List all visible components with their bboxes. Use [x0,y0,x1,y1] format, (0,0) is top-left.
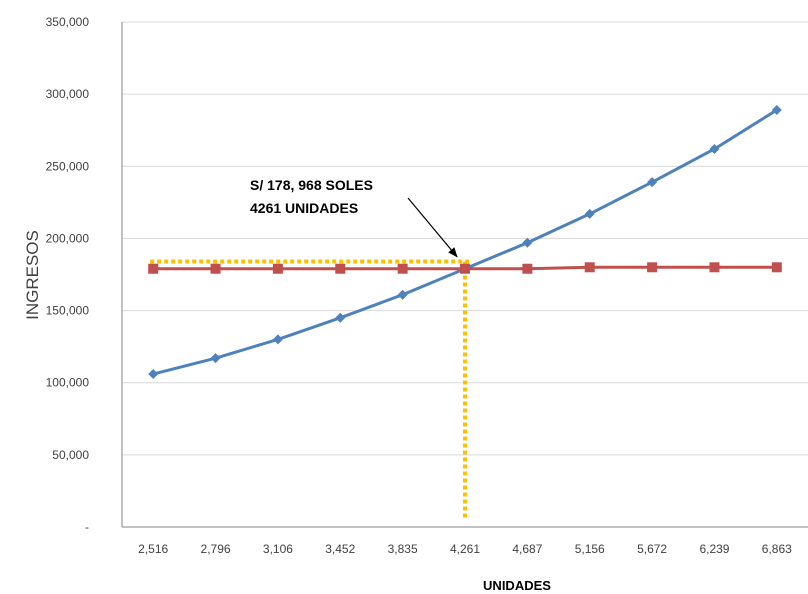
y-tick-label: 350,000 [46,15,90,29]
x-tick-label: 3,835 [388,542,418,556]
series-2-point [460,263,470,274]
series-2-point [210,263,221,274]
series-2-point [647,262,658,273]
series-1-point [522,237,533,248]
series-2-point [584,262,595,273]
series-1-point [709,143,720,154]
x-tick-label: 2,796 [201,542,231,556]
series-2-point [272,263,283,274]
series-2-point [709,262,720,273]
y-tick-label: 50,000 [52,448,89,462]
x-tick-label: 4,261 [450,542,480,556]
series-1-point [210,353,221,364]
x-tick-label: 3,106 [263,542,293,556]
x-axis-title: UNIDADES [483,578,551,593]
series-1-point [272,334,283,345]
series-1-point [335,312,346,323]
axes [121,22,808,528]
y-tick-label: 200,000 [46,231,90,245]
series-2-point [771,262,782,273]
series [148,105,782,380]
annotation-line-1: S/ 178, 968 SOLES [250,177,373,193]
x-tick-label: 5,156 [575,542,605,556]
series-1-point [647,177,658,188]
x-tick-label: 4,687 [512,542,542,556]
series-1-point [148,369,159,380]
annotation-line-2: 4261 UNIDADES [250,200,358,216]
series-1-point [771,105,782,116]
y-tick-label: 150,000 [46,304,90,318]
y-tick-label: 300,000 [46,87,90,101]
y-tick-label: 100,000 [46,376,90,390]
series-1-point [397,289,408,300]
annotation-arrow [407,197,458,258]
x-tick-label: 6,239 [699,542,729,556]
series-2-point [148,263,159,274]
x-tick-label: 5,672 [637,542,667,556]
series-2-point [522,263,533,274]
x-tick-label: 2,516 [138,542,168,556]
annotation: S/ 178, 968 SOLES 4261 UNIDADES [250,177,458,258]
series-2-point [335,263,346,274]
breakeven-guides [150,259,469,518]
y-axis-title: INGRESOS [23,230,42,320]
x-tick-label: 3,452 [325,542,355,556]
series-2-point [397,263,408,274]
y-tick-label: - [85,520,89,534]
y-tick-label: 250,000 [46,159,90,173]
series-1-point [584,208,595,219]
tick-labels: - 50,000 100,000 150,000 200,000 250,000 300,0… [46,15,793,556]
x-tick-label: 6,863 [762,542,792,556]
